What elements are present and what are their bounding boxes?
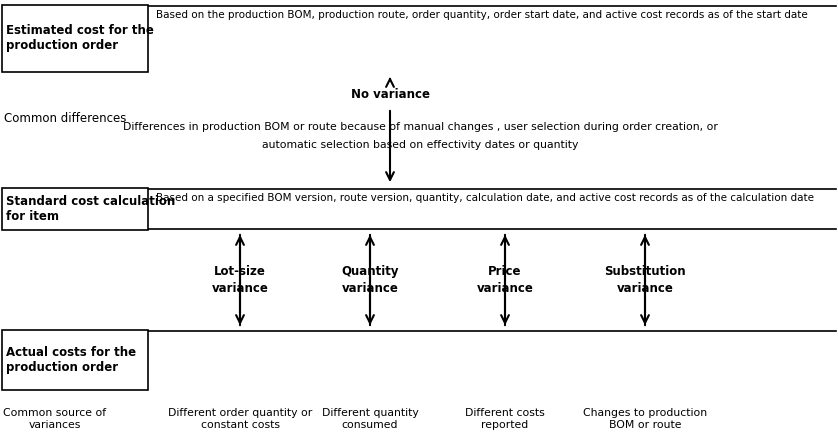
Text: Price
variance: Price variance	[477, 265, 534, 295]
Bar	[2, 5, 148, 72]
Text: Standard cost calculation
for item: Standard cost calculation for item	[6, 195, 175, 223]
Text: Common source of
variances: Common source of variances	[3, 408, 106, 431]
Text: automatic selection based on effectivity dates or quantity: automatic selection based on effectivity…	[261, 140, 578, 150]
Text: Different order quantity or
constant costs: Different order quantity or constant cos…	[168, 408, 312, 431]
Text: Quantity
variance: Quantity variance	[341, 265, 399, 295]
Text: Based on a specified BOM version, route version, quantity, calculation date, and: Based on a specified BOM version, route …	[156, 193, 814, 203]
Bar	[2, 188, 148, 230]
Text: Changes to production
BOM or route: Changes to production BOM or route	[583, 408, 707, 431]
Text: Different quantity
consumed: Different quantity consumed	[322, 408, 418, 431]
Bar	[2, 330, 148, 390]
Text: Based on the production BOM, production route, order quantity, order start date,: Based on the production BOM, production …	[156, 10, 808, 20]
Text: Substitution
variance: Substitution variance	[604, 265, 685, 295]
Text: Estimated cost for the
production order: Estimated cost for the production order	[6, 25, 154, 52]
Text: Common differences: Common differences	[4, 112, 127, 125]
Text: Differences in production BOM or route because of manual changes , user selectio: Differences in production BOM or route b…	[122, 122, 717, 132]
Text: No variance: No variance	[350, 88, 430, 101]
Text: Lot-size
variance: Lot-size variance	[211, 265, 268, 295]
Text: Actual costs for the
production order: Actual costs for the production order	[6, 346, 136, 374]
Text: Different costs
reported: Different costs reported	[465, 408, 545, 431]
